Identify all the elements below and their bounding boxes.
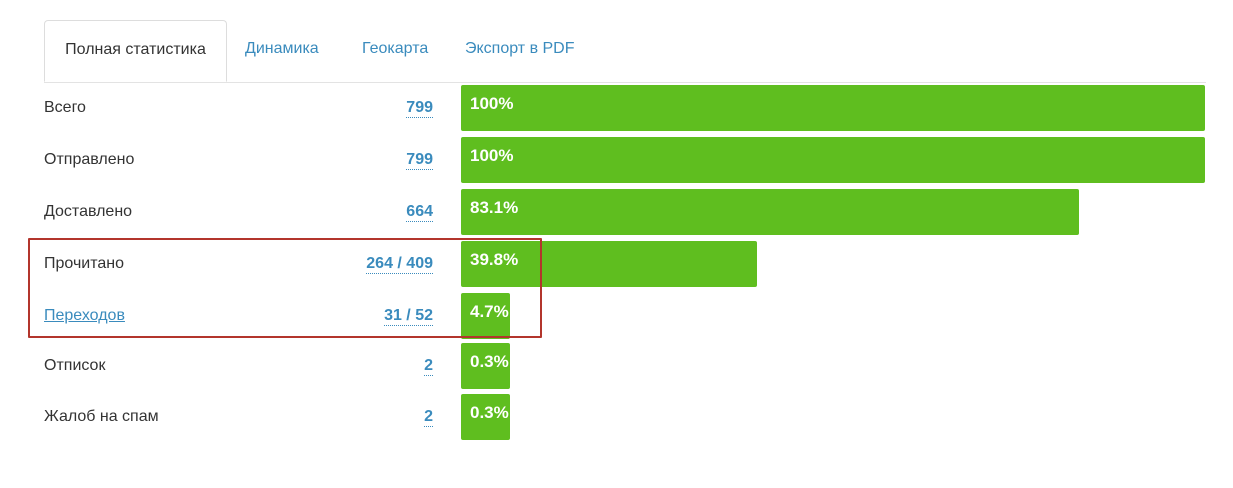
stat-value[interactable]: 799: [406, 136, 433, 184]
stat-row-sent: Отправлено 799 100%: [0, 136, 1233, 184]
stat-value-link[interactable]: 799: [406, 99, 433, 118]
tab-dynamics[interactable]: Динамика: [245, 40, 319, 57]
stat-percent: 83.1%: [470, 198, 519, 217]
stat-percent: 4.7%: [470, 302, 509, 321]
stat-value-link[interactable]: 31 / 52: [384, 307, 433, 326]
stat-value[interactable]: 31 / 52: [384, 292, 433, 340]
stat-percent: 100%: [470, 94, 514, 113]
stat-value-link[interactable]: 2: [424, 357, 433, 376]
stat-value-link[interactable]: 264 / 409: [366, 255, 433, 274]
stat-value[interactable]: 2: [424, 342, 433, 390]
stat-bar: [461, 241, 757, 287]
stat-label: Прочитано: [44, 255, 124, 272]
stat-label: Отправлено: [44, 151, 135, 168]
stat-label: Отписок: [44, 357, 106, 374]
stat-value[interactable]: 799: [406, 84, 433, 132]
stat-value-link[interactable]: 799: [406, 151, 433, 170]
stat-bar: [461, 85, 1205, 131]
stat-percent: 0.3%: [470, 352, 509, 371]
stat-row-unsubscribes: Отписок 2 0.3%: [0, 342, 1233, 390]
stat-percent: 0.3%: [470, 403, 509, 422]
stat-value-link[interactable]: 664: [406, 203, 433, 222]
stat-value[interactable]: 2: [424, 393, 433, 441]
tab-geomap[interactable]: Геокарта: [362, 40, 429, 57]
stat-row-total: Всего 799 100%: [0, 84, 1233, 132]
stats-tabs: Полная статистика Динамика Геокарта Эксп…: [44, 20, 1206, 83]
tab-export-pdf[interactable]: Экспорт в PDF: [465, 40, 575, 57]
stat-percent: 39.8%: [470, 250, 519, 269]
stat-bar: [461, 189, 1079, 235]
stat-row-clicks: Переходов 31 / 52 4.7%: [0, 292, 1233, 340]
stat-row-spam: Жалоб на спам 2 0.3%: [0, 393, 1233, 441]
stat-label: Всего: [44, 99, 86, 116]
stat-value[interactable]: 264 / 409: [366, 240, 433, 288]
stat-label: Жалоб на спам: [44, 408, 159, 425]
stat-value-link[interactable]: 2: [424, 408, 433, 427]
stat-bar: [461, 137, 1205, 183]
stat-row-delivered: Доставлено 664 83.1%: [0, 188, 1233, 236]
stat-bar: [461, 343, 510, 389]
stat-percent: 100%: [470, 146, 514, 165]
tab-full-stats[interactable]: Полная статистика: [44, 20, 227, 82]
stat-label: Доставлено: [44, 203, 133, 220]
stat-label-link[interactable]: Переходов: [44, 307, 125, 324]
stat-bar: [461, 293, 510, 339]
stat-value[interactable]: 664: [406, 188, 433, 236]
stat-bar: [461, 394, 510, 440]
stat-row-read: Прочитано 264 / 409 39.8%: [0, 240, 1233, 288]
